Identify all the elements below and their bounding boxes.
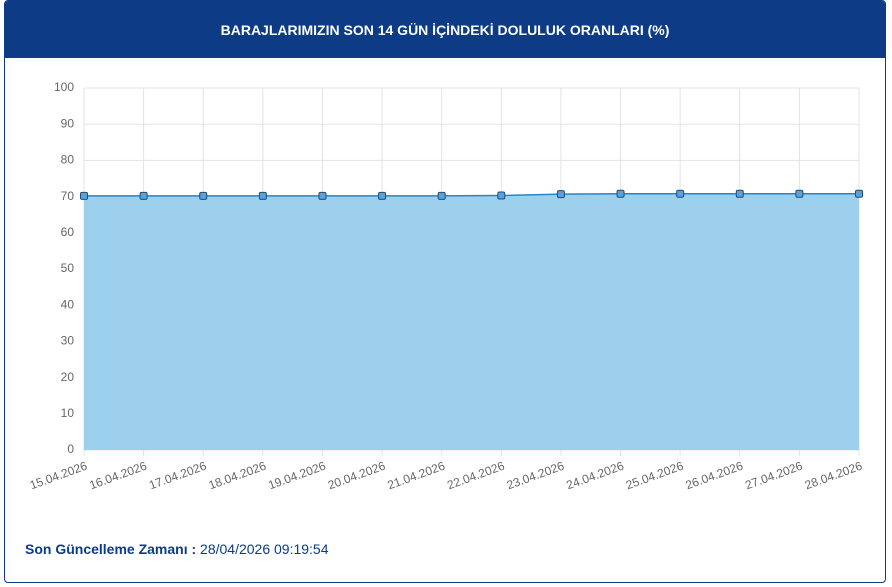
- marker: [497, 191, 506, 200]
- marker: [378, 191, 387, 200]
- x-tick-label: 23.04.2026: [505, 459, 567, 493]
- y-tick-label: 0: [67, 442, 74, 456]
- y-tick-label: 40: [61, 297, 75, 311]
- line: [84, 192, 859, 197]
- x-tick-label: 28.04.2026: [803, 459, 865, 493]
- update-time: 28/04/2026 09:19:54: [200, 541, 329, 557]
- card: BARAJLARIMIZIN SON 14 GÜN İÇİNDEKİ DOLUL…: [4, 0, 886, 583]
- y-tick-label: 20: [61, 370, 75, 384]
- x-tick-label: 25.04.2026: [624, 459, 686, 493]
- marker: [80, 191, 88, 200]
- y-tick-label: 60: [61, 225, 75, 239]
- y-tick-label: 100: [54, 80, 74, 94]
- update-label: Son Güncelleme Zamanı :: [25, 541, 197, 557]
- x-tick-label: 20.04.2026: [326, 459, 388, 493]
- marker: [676, 189, 685, 198]
- y-tick-label: 10: [61, 406, 75, 420]
- marker: [318, 191, 327, 200]
- x-tick-label: 21.04.2026: [386, 459, 448, 493]
- marker: [199, 191, 208, 200]
- marker: [616, 189, 625, 198]
- x-tick-label: 17.04.2026: [147, 459, 209, 493]
- y-tick-label: 90: [61, 116, 75, 130]
- area: [84, 193, 859, 451]
- x-tick-label: 22.04.2026: [445, 459, 507, 493]
- marker: [855, 189, 863, 198]
- marker: [258, 191, 267, 200]
- x-tick-label: 15.04.2026: [28, 459, 90, 493]
- y-tick-label: 30: [61, 334, 75, 348]
- y-tick-label: 80: [61, 153, 75, 167]
- x-tick-label: 24.04.2026: [564, 459, 626, 493]
- y-tick-label: 50: [61, 261, 75, 275]
- marker: [139, 191, 148, 200]
- marker: [735, 189, 744, 198]
- x-tick-label: 19.04.2026: [266, 459, 328, 493]
- x-tick-label: 18.04.2026: [207, 459, 269, 493]
- footer: Son Güncelleme Zamanı : 28/04/2026 09:19…: [25, 541, 329, 557]
- x-tick-label: 26.04.2026: [684, 459, 746, 493]
- marker: [437, 191, 446, 200]
- chart-title: BARAJLARIMIZIN SON 14 GÜN İÇİNDEKİ DOLUL…: [5, 1, 885, 58]
- marker: [795, 189, 804, 198]
- marker: [556, 190, 565, 199]
- y-tick-label: 70: [61, 189, 75, 203]
- x-tick-label: 27.04.2026: [743, 459, 805, 493]
- x-tick-label: 16.04.2026: [87, 459, 149, 493]
